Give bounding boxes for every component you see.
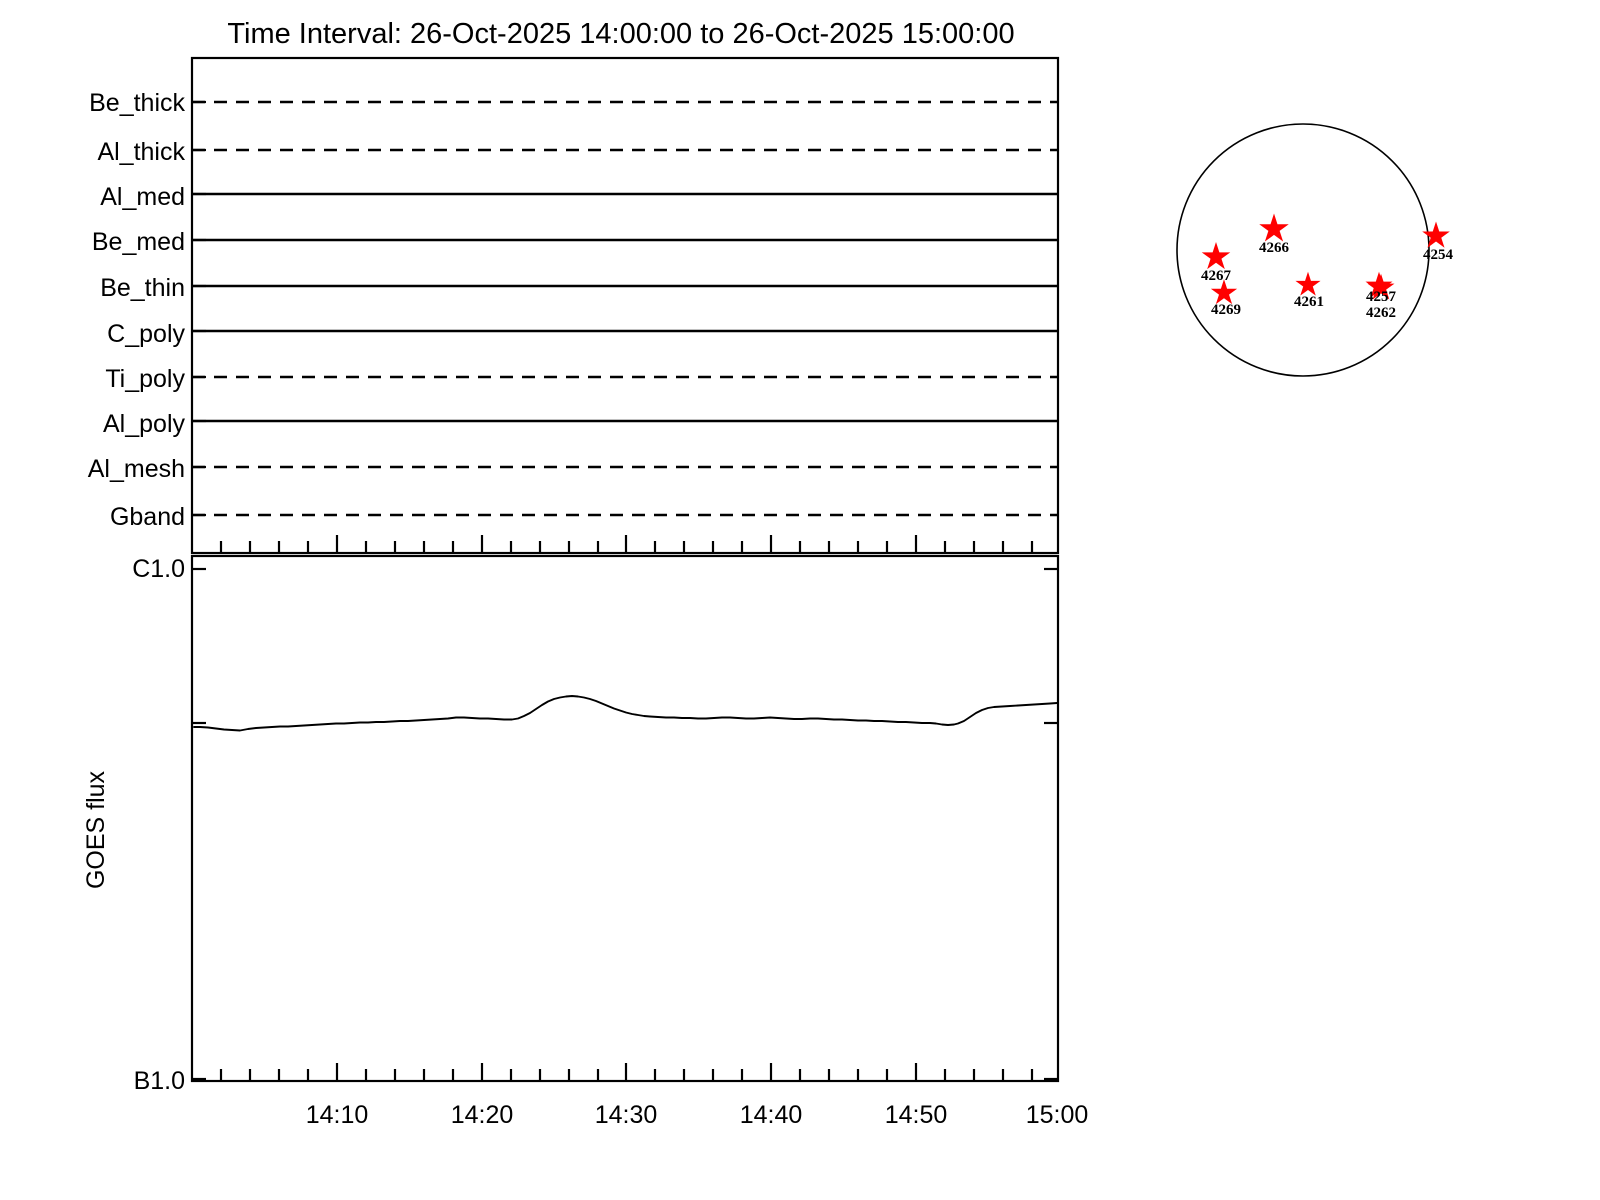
goes-flux-panel: C1.0 B1.0 GOES flux <box>82 554 1089 1129</box>
sun-limb-circle <box>1176 123 1430 377</box>
filter-row-c_poly[interactable]: C_poly <box>107 320 1058 348</box>
flux-yaxis-ticks <box>192 567 1058 1081</box>
flux-ytick-bottom: B1.0 <box>134 1067 185 1095</box>
active-region-label: 4261 <box>1294 294 1324 310</box>
flux-xtick-label: 14:30 <box>595 1101 658 1129</box>
flux-xtick-label: 15:00 <box>1026 1101 1089 1129</box>
active-region-label: 4257 <box>1366 289 1397 305</box>
star-icon <box>1367 273 1395 300</box>
star-icon <box>1210 279 1238 305</box>
filter-row-be_thick[interactable]: Be_thick <box>89 89 1058 117</box>
star-icon <box>1201 242 1231 270</box>
active-region-marker-4269[interactable]: 4269 <box>1210 279 1241 318</box>
flux-xtick-label: 14:40 <box>740 1101 803 1129</box>
filter-row-label: Al_poly <box>103 410 185 438</box>
filter-row-al_mesh[interactable]: Al_mesh <box>88 455 1058 483</box>
filter-row-label: Al_mesh <box>88 455 185 483</box>
active-region-marker-4257[interactable]: 4257 <box>1365 271 1397 305</box>
flux-yaxis-label: GOES flux <box>82 770 110 889</box>
filter-row-label: Ti_poly <box>105 365 185 393</box>
filter-row-al_med[interactable]: Al_med <box>100 183 1058 211</box>
active-region-label: 4269 <box>1211 302 1241 318</box>
filter-row-label: C_poly <box>107 320 185 348</box>
active-region-label: 4266 <box>1259 240 1290 256</box>
goes-flux-curve <box>193 695 1058 732</box>
active-region-label: 4267 <box>1201 268 1232 284</box>
flux-xtick-label: 14:50 <box>885 1101 948 1129</box>
flux-ytick-top: C1.0 <box>132 555 185 583</box>
filter-row-ti_poly[interactable]: Ti_poly <box>105 365 1058 393</box>
filter-row-al_thick[interactable]: Al_thick <box>97 138 1058 166</box>
filter-row-label: Be_thin <box>100 274 185 302</box>
active-region-label: 4254 <box>1423 247 1454 263</box>
star-icon <box>1295 271 1321 296</box>
flux-xtick-label: 14:10 <box>306 1101 369 1129</box>
active-region-label: 4262 <box>1366 305 1396 321</box>
filter-panel-bottom-ticks <box>219 535 1034 553</box>
filter-timeline-panel: Be_thick Al_thick Al_med Be_med <box>88 56 1060 555</box>
filter-row-label: Gband <box>110 503 185 531</box>
active-region-marker-4266[interactable]: 4266 <box>1259 213 1290 257</box>
active-region-marker-4254[interactable]: 4254 <box>1422 221 1454 264</box>
filter-row-label: Be_thick <box>89 89 185 117</box>
solar-disk-map[interactable]: 4266 4254 4267 4269 4261 <box>1176 123 1454 377</box>
active-region-marker-4262[interactable]: 4262 <box>1366 305 1396 321</box>
active-region-marker-4261[interactable]: 4261 <box>1294 271 1324 310</box>
filter-row-be_thin[interactable]: Be_thin <box>100 274 1058 302</box>
filter-row-label: Al_thick <box>97 138 185 166</box>
filter-row-gband[interactable]: Gband <box>110 503 1058 531</box>
filter-row-be_med[interactable]: Be_med <box>92 228 1058 256</box>
filter-row-label: Be_med <box>92 228 185 256</box>
filter-row-label: Al_med <box>100 183 185 211</box>
flux-xtick-label: 14:20 <box>451 1101 514 1129</box>
star-icon <box>1259 213 1289 242</box>
page-title: Time Interval: 26-Oct-2025 14:00:00 to 2… <box>227 18 1014 50</box>
flux-xaxis-ticks <box>219 1063 1034 1081</box>
filter-row-al_poly[interactable]: Al_poly <box>103 410 1058 438</box>
star-icon <box>1422 221 1450 248</box>
